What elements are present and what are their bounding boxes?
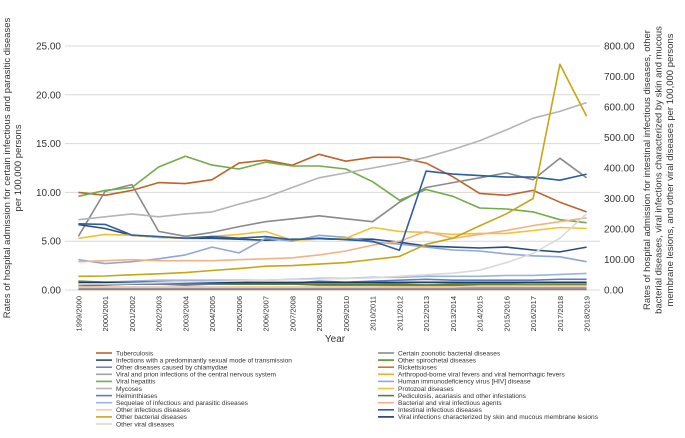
- right-tick-label: 800.00: [604, 42, 635, 53]
- x-axis: 1999/2000 2000/2001 2001/2002 2002/2003 2003…: [74, 296, 591, 331]
- series-line-16: [78, 285, 587, 288]
- left-tick-label: 5.00: [42, 237, 62, 248]
- right-tick-label: 100.00: [604, 255, 635, 266]
- legend-label: Other viral diseases: [116, 421, 175, 428]
- legend-label: Other spirochetal diseases: [398, 357, 477, 364]
- series-group: [77, 63, 588, 291]
- series-line-0: [78, 153, 587, 213]
- legend-label: Intestinal infectious diseases: [398, 407, 483, 414]
- x-tick-label: 2004/2005: [208, 296, 217, 331]
- x-tick-label: 2014/2015: [476, 296, 485, 331]
- left-tick-label: 20.00: [36, 90, 61, 101]
- legend-label: Other diseases caused by chlamydiae: [116, 365, 228, 372]
- left-tick-label: 25.00: [36, 42, 61, 53]
- x-tick-label: 2017/2018: [556, 296, 565, 331]
- right-axis-title-line: Rates of hospital admission for intestin…: [642, 30, 653, 310]
- series-line-10: [78, 101, 587, 221]
- legend-label: Sequelae of infectious and parasitic dis…: [116, 400, 249, 407]
- x-tick-label: 2003/2004: [181, 296, 190, 331]
- right-tick-label: 500.00: [604, 133, 635, 144]
- left-tick-label: 0.00: [42, 286, 62, 297]
- right-tick-label: 700.00: [604, 72, 635, 83]
- x-tick-label: 2012/2013: [422, 296, 431, 331]
- legend-label: Rickettsioses: [398, 365, 438, 372]
- legend-label: Helminthiases: [116, 393, 158, 400]
- x-tick-label: 1999/2000: [74, 296, 83, 331]
- left-tick-label: 15.00: [36, 139, 61, 150]
- left-axis-title: Rates of hospital admission for certain …: [2, 18, 24, 319]
- x-tick-label: 2013/2014: [449, 296, 458, 331]
- series-line-17: [78, 170, 587, 252]
- x-tick-label: 2008/2009: [315, 296, 324, 331]
- x-tick-label: 2015/2016: [502, 296, 511, 331]
- left-axis-title-line: per 100,000 persons: [13, 124, 24, 211]
- right-tick-label: 0.00: [604, 286, 624, 297]
- legend-label: Viral infections characterized by skin a…: [398, 414, 599, 421]
- right-tick-label: 600.00: [604, 103, 635, 114]
- x-tick-label: 2010/2011: [369, 296, 378, 331]
- series-line-1: [77, 157, 588, 238]
- x-tick-label: 2009/2010: [342, 296, 351, 331]
- left-axis-title-line: Rates of hospital admission for certain …: [2, 18, 13, 319]
- legend-label: Viral and prion infections of the centra…: [116, 372, 277, 379]
- legend-label: Certain zoonotic bacterial diseases: [398, 350, 501, 357]
- series-line-15: [78, 217, 587, 263]
- legend-label: Human immunodeficiency virus [HIV] disea…: [398, 379, 531, 386]
- right-axis-title-line: membrane lesions, and other viral diseas…: [665, 33, 676, 306]
- x-tick-label: 2007/2008: [288, 296, 297, 331]
- legend-label: Mycoses: [116, 386, 143, 393]
- x-axis-title: Year: [325, 334, 346, 345]
- x-tick-label: 2006/2007: [262, 296, 271, 331]
- right-axis-title: Rates of hospital admission for intestin…: [642, 26, 676, 314]
- legend-label: Viral hepatitis: [116, 379, 156, 386]
- x-tick-label: 2011/2012: [395, 296, 404, 331]
- series-line-18: [78, 63, 588, 278]
- series-line-20: [78, 213, 588, 285]
- legend-label: Infections with a predominantly sexual m…: [116, 357, 292, 364]
- right-tick-label: 200.00: [604, 225, 635, 236]
- x-tick-label: 2016/2017: [529, 296, 538, 331]
- right-axis-title-line: bacterial diseases, viral infections cha…: [654, 26, 665, 314]
- x-tick-label: 2005/2006: [235, 296, 244, 331]
- x-tick-label: 2002/2003: [155, 296, 164, 331]
- series-line-8: [78, 155, 587, 224]
- legend-label: Other bacterial diseases: [116, 414, 188, 421]
- series-line-9: [78, 234, 587, 265]
- x-tick-label: 2000/2001: [101, 296, 110, 331]
- right-axis: 0.00 100.00 200.00 300.00 400.00 500.00 600.00…: [604, 42, 635, 297]
- right-tick-label: 400.00: [604, 164, 635, 175]
- left-axis: 0.00 5.00 10.00 15.00 20.00 25.00: [36, 42, 61, 297]
- legend-label: Protozoal diseases: [398, 386, 454, 393]
- legend-label: Other infectious diseases: [116, 407, 191, 414]
- legend-label: Bacterial and viral infectious agents: [398, 400, 502, 407]
- left-tick-label: 10.00: [36, 188, 61, 199]
- legend-label: Pediculosis, acariasis and other infesta…: [398, 393, 527, 400]
- right-tick-label: 300.00: [604, 194, 635, 205]
- x-tick-label: 2001/2002: [128, 296, 137, 331]
- legend-label: Arthropod-borne viral fevers and viral h…: [398, 372, 565, 379]
- legend: Tuberculosis Certain zoonotic bacterial d…: [96, 350, 599, 428]
- x-tick-label: 2018/2019: [583, 296, 592, 331]
- legend-label: Tuberculosis: [116, 350, 154, 357]
